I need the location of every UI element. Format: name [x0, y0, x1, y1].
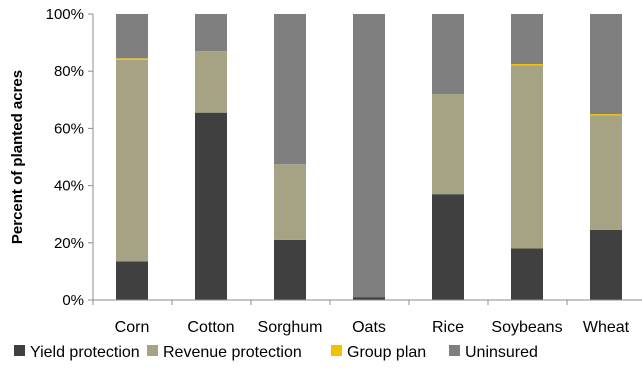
legend-swatch — [449, 345, 460, 356]
y-tick-label: 0% — [62, 292, 84, 309]
x-tick-label: Cotton — [187, 319, 234, 336]
y-axis-label-group: Percent of planted acres — [9, 70, 26, 244]
legend-label: Yield protection — [30, 344, 140, 361]
legend-swatch — [331, 345, 342, 356]
bar-segment-sorghum-yield-protection — [274, 239, 306, 300]
y-ticks-group: 0% 20% 40% 60% 80% 100% — [46, 6, 93, 309]
bar-segment-soybeans-yield-protection — [511, 248, 543, 300]
bar-segment-wheat-uninsured — [590, 14, 622, 115]
bar-segment-corn-group-plan — [116, 58, 148, 60]
bar-segment-corn-yield-protection — [116, 261, 148, 300]
axes-group — [92, 14, 642, 305]
bar-segment-rice-uninsured — [432, 14, 464, 95]
y-axis-label: Percent of planted acres — [9, 70, 26, 244]
bar-segment-oats-yield-protection — [353, 297, 385, 300]
bar-segment-corn-revenue-protection — [116, 59, 148, 262]
bar-segment-wheat-revenue-protection — [590, 115, 622, 230]
bar-segment-rice-yield-protection — [432, 194, 464, 300]
bar-segment-soybeans-group-plan — [511, 64, 543, 66]
x-tick-label: Soybeans — [491, 319, 562, 336]
legend-swatch — [14, 345, 25, 356]
y-tick-label: 60% — [54, 120, 84, 137]
legend-label: Uninsured — [465, 344, 538, 361]
x-tick-label: Sorghum — [258, 319, 323, 336]
bar-segment-soybeans-uninsured — [511, 14, 543, 65]
x-tick-label: Oats — [352, 319, 386, 336]
y-tick-label: 80% — [54, 63, 84, 80]
bars-group — [116, 14, 622, 300]
bar-segment-cotton-revenue-protection — [195, 51, 227, 113]
legend-label: Revenue protection — [163, 344, 302, 361]
bar-segment-oats-uninsured — [353, 14, 385, 298]
bar-segment-sorghum-uninsured — [274, 14, 306, 165]
bar-segment-sorghum-revenue-protection — [274, 164, 306, 240]
y-tick-label: 40% — [54, 178, 84, 195]
bar-segment-wheat-yield-protection — [590, 229, 622, 300]
legend-swatch — [147, 345, 158, 356]
x-tick-label: Rice — [432, 319, 464, 336]
legend-label: Group plan — [347, 344, 426, 361]
bar-segment-soybeans-revenue-protection — [511, 65, 543, 249]
bar-segment-rice-revenue-protection — [432, 94, 464, 195]
bar-segment-wheat-group-plan — [590, 114, 622, 116]
bar-segment-corn-uninsured — [116, 14, 148, 59]
bar-segment-cotton-uninsured — [195, 14, 227, 52]
y-tick-label: 100% — [46, 6, 84, 23]
x-tick-label: Wheat — [583, 319, 630, 336]
x-ticks-group: Corn Cotton Sorghum Oats Rice Soybeans Wheat — [115, 319, 630, 336]
y-tick-label: 20% — [54, 235, 84, 252]
bar-segment-cotton-yield-protection — [195, 112, 227, 300]
legend-group: Yield protection Revenue protection Group … — [14, 344, 538, 361]
x-tick-label: Corn — [115, 319, 150, 336]
